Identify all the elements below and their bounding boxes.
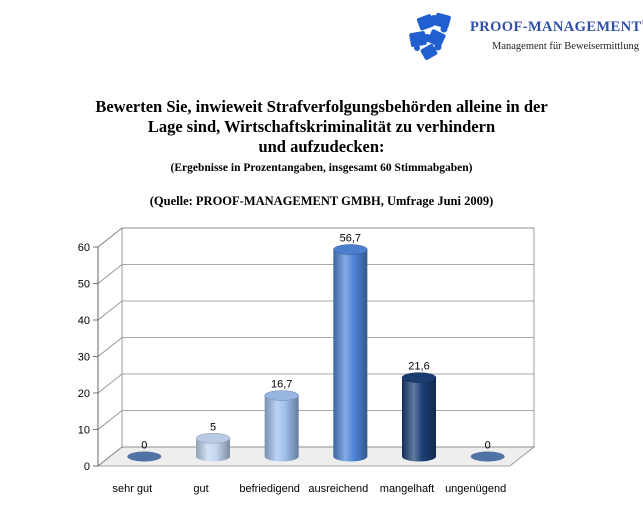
bar-top	[195, 433, 231, 444]
data-label: 21,6	[408, 361, 429, 373]
y-tick-label: 20	[78, 388, 90, 400]
category-label: sehr gut	[112, 483, 152, 495]
data-label: 0	[485, 440, 491, 452]
bar-sehr-gut	[127, 451, 162, 462]
puzzle-pieces-icon	[409, 12, 451, 60]
y-tick-label: 40	[78, 315, 90, 327]
data-label: 0	[141, 440, 147, 452]
brand-tagline: Management für Beweisermittlung	[492, 41, 639, 52]
bar-top	[333, 244, 368, 255]
category-label: ungenügend	[445, 483, 506, 495]
data-label: 16,7	[271, 379, 292, 391]
brand-name: PROOF-MANAGEMENT®	[470, 18, 643, 35]
question-title: Bewerten Sie, inwieweit Strafverfolgungs…	[0, 97, 643, 157]
y-tick-label: 10	[78, 425, 90, 437]
bar-chart: 0 10 20 30 40 50 60 0 sehr gut 5 gut 16,7 befriedige…	[78, 227, 536, 495]
bar-befriedigend	[264, 395, 299, 462]
chart-floor	[96, 446, 536, 467]
question-line-1: Bewerten Sie, inwieweit Strafverfolgungs…	[95, 97, 548, 116]
question-line-3: und aufzudecken:	[258, 137, 385, 156]
category-label: ausreichend	[308, 483, 368, 495]
y-tick-label: 0	[84, 461, 90, 473]
gridline	[97, 300, 534, 321]
question-line-2: Lage sind, Wirtschaftskriminalität zu ve…	[147, 117, 496, 136]
bar-ungenügend	[470, 451, 505, 462]
data-label: 5	[210, 421, 216, 433]
question-subtitle: (Ergebnisse in Prozentangaben, insgesamt…	[170, 162, 473, 174]
gridline	[97, 373, 534, 394]
category-label: mangelhaft	[380, 483, 434, 495]
gridline	[97, 410, 534, 430]
bar-top	[401, 372, 437, 383]
gridline	[97, 227, 534, 248]
gridline	[97, 446, 534, 467]
question-source: (Quelle: PROOF-MANAGEMENT GMBH, Umfrage …	[149, 194, 494, 208]
data-label: 56,7	[340, 233, 361, 245]
y-tick-label: 60	[78, 242, 90, 254]
y-tick-label: 50	[78, 279, 90, 291]
logo: PROOF-MANAGEMENT® Management für Beweise…	[404, 8, 643, 66]
gridline	[97, 337, 534, 357]
bar-top	[264, 390, 299, 401]
bar-ausreichend	[333, 249, 368, 462]
bar-mangelhaft	[402, 377, 436, 462]
category-label: gut	[193, 483, 208, 495]
bar-gut	[196, 438, 230, 462]
y-tick-label: 30	[78, 352, 90, 364]
gridline	[97, 264, 534, 284]
category-label: befriedigend	[239, 483, 300, 495]
